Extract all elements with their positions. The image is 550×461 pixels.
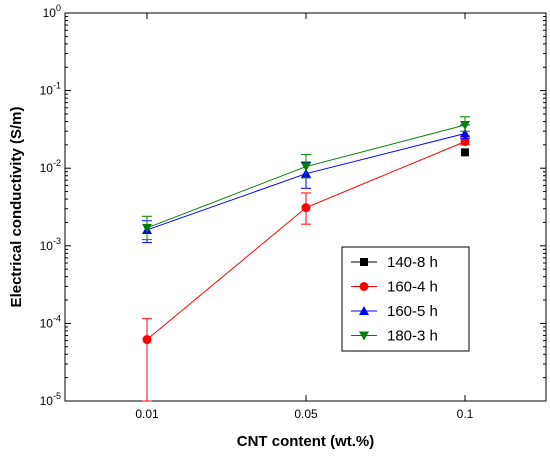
x-tick-label: 0.1 <box>457 407 474 421</box>
legend-label: 180-3 h <box>387 328 438 345</box>
legend-marker <box>360 258 368 266</box>
data-point <box>301 203 311 213</box>
legend-marker <box>359 331 369 341</box>
data-point <box>142 335 152 345</box>
x-tick-label: 0.01 <box>135 407 159 421</box>
data-point <box>142 223 152 233</box>
series-160-4-h <box>142 135 470 402</box>
data-point <box>460 137 470 147</box>
series-140-8-h <box>461 148 469 157</box>
tick-labels: 10-5 10-4 10-3 10-2 10-1 100 0.01 0.05 0.1 <box>40 3 474 421</box>
x-tick-label: 0.05 <box>294 407 318 421</box>
legend-item: 160-5 h <box>351 303 438 320</box>
data-point <box>301 162 311 172</box>
plot-area <box>64 12 547 402</box>
y-axis-title: Electrical conductivity (S/m) <box>8 107 25 308</box>
legend: 140-8 h 160-4 h 160-5 h 180-3 h <box>341 246 470 352</box>
y-tick-label: 100 <box>43 3 61 20</box>
data-point <box>460 128 470 138</box>
legend-marker <box>359 306 369 315</box>
legend-label: 160-5 h <box>387 303 438 320</box>
x-axis-title: CNT content (wt.%) <box>237 433 374 450</box>
y-tick-label: 10-4 <box>40 313 61 330</box>
legend-label: 160-4 h <box>387 279 438 296</box>
legend-label: 140-8 h <box>387 254 438 271</box>
legend-item: 180-3 h <box>351 328 438 345</box>
series-180-3-h <box>142 116 470 241</box>
legend-item: 160-4 h <box>351 279 438 296</box>
legend-marker <box>359 282 369 291</box>
y-tick-label: 10-5 <box>40 391 61 408</box>
series-160-5-h <box>142 124 470 244</box>
axis-ticks <box>65 12 546 402</box>
legend-item: 140-8 h <box>351 254 438 271</box>
y-tick-label: 10-1 <box>40 81 61 98</box>
data-point <box>460 121 470 131</box>
series-layer <box>142 116 470 402</box>
y-tick-label: 10-3 <box>40 236 61 253</box>
data-point <box>461 148 469 157</box>
y-tick-label: 10-2 <box>40 158 61 175</box>
